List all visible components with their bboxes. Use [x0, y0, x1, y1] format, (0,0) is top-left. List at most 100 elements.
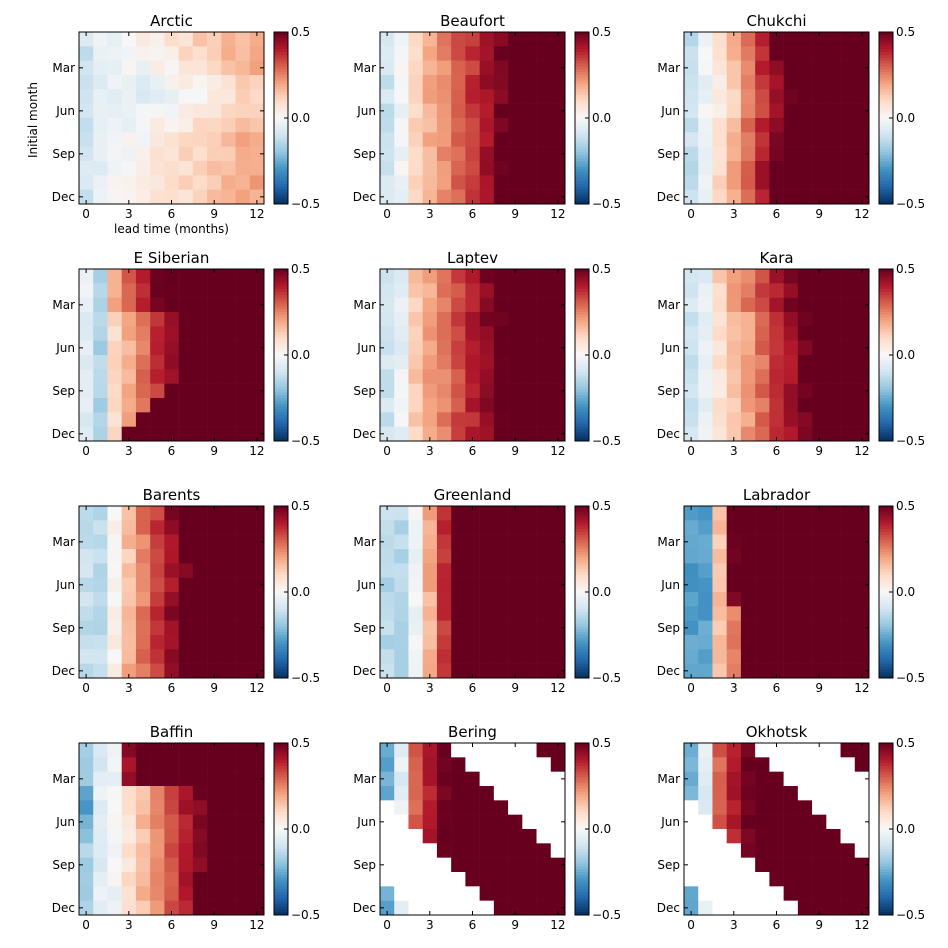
heatmap-cell: [783, 60, 799, 76]
heatmap-cell: [221, 520, 236, 535]
heatmap-cell: [107, 520, 122, 535]
heatmap-cell: [436, 32, 452, 47]
heatmap-cell: [812, 635, 827, 650]
heatmap-cell: [249, 635, 265, 650]
heatmap-cell: [422, 620, 438, 636]
colorbar-segment: [575, 626, 589, 630]
colorbar-segment: [575, 271, 589, 276]
heatmap-cell: [380, 563, 395, 578]
heatmap-cell: [451, 771, 466, 787]
heatmap-cell: [93, 620, 108, 636]
colorbar-segment: [274, 788, 288, 793]
heatmap-cell: [698, 757, 713, 772]
colorbar-segment: [879, 649, 893, 653]
colorbar-segment: [879, 586, 893, 590]
heatmap-cell: [408, 118, 423, 133]
heatmap-cell: [726, 312, 742, 327]
heatmap-cell: [840, 620, 856, 636]
heatmap-cell: [451, 857, 466, 873]
heatmap-cell: [712, 520, 727, 535]
heatmap-cell: [550, 520, 566, 535]
colorbar-segment: [879, 889, 893, 893]
heatmap-cell: [394, 297, 409, 313]
colorbar-segment: [879, 346, 893, 350]
heatmap-cell: [235, 369, 251, 384]
heatmap-cell: [249, 900, 265, 916]
colorbar-segment: [879, 508, 893, 513]
heatmap-cell: [550, 814, 566, 830]
heatmap-cell: [436, 577, 452, 593]
heatmap-cell: [150, 89, 165, 104]
heatmap-cell: [79, 549, 94, 564]
colorbar-segment: [274, 57, 288, 62]
heatmap-cell: [436, 75, 452, 90]
colorbar-tick-label: 0.5: [896, 262, 915, 276]
heatmap-cell: [684, 355, 699, 370]
colorbar-segment: [575, 426, 589, 430]
colorbar-tick-label: 0.0: [291, 585, 310, 599]
heatmap-cell: [79, 269, 94, 284]
colorbar-segment: [575, 786, 589, 790]
colorbar-segment: [879, 395, 893, 399]
y-tick-label: Sep: [657, 858, 680, 872]
heatmap-cell: [221, 771, 236, 787]
heatmap-cell: [465, 340, 480, 356]
colorbar-segment: [274, 406, 288, 410]
heatmap-cell: [712, 635, 727, 650]
heatmap-cell: [684, 786, 699, 801]
colorbar-segment: [274, 514, 288, 518]
heatmap-cell: [235, 32, 251, 47]
colorbar-segment: [879, 768, 893, 773]
heatmap-cell: [769, 46, 784, 61]
heatmap-cell: [93, 398, 108, 413]
heatmap-cell: [121, 800, 137, 815]
heatmap-cell: [550, 886, 566, 901]
heatmap-cell: [826, 563, 841, 578]
colorbar-segment: [879, 757, 893, 761]
colorbar-segment: [575, 66, 589, 70]
heatmap-cell: [422, 563, 438, 578]
heatmap-cell: [79, 297, 94, 313]
heatmap-cell: [797, 520, 813, 535]
x-tick-label: 6: [773, 444, 781, 458]
colorbar-segment: [274, 534, 288, 538]
heatmap-cell: [840, 520, 856, 535]
heatmap-cell: [769, 75, 784, 90]
heatmap-cell: [164, 592, 179, 607]
colorbar-segment: [274, 663, 288, 667]
x-tick-label: 9: [511, 207, 519, 221]
heatmap-cell: [684, 506, 699, 521]
heatmap-cell: [436, 46, 452, 61]
x-tick-label: 0: [82, 444, 90, 458]
heatmap-cell: [235, 549, 251, 564]
colorbar-segment: [575, 814, 589, 818]
heatmap-cell: [826, 649, 841, 664]
heatmap-cell: [422, 118, 438, 133]
colorbar-segment: [575, 334, 589, 339]
heatmap-cell: [107, 383, 122, 399]
heatmap-cell: [150, 297, 165, 313]
heatmap-cell: [207, 297, 222, 313]
heatmap-cell: [408, 886, 423, 901]
heatmap-cell: [408, 506, 423, 521]
heatmap-cell: [755, 814, 770, 830]
heatmap-cell: [380, 312, 395, 327]
heatmap-cell: [755, 369, 770, 384]
heatmap-cell: [769, 312, 784, 327]
heatmap-cell: [207, 46, 222, 61]
heatmap-cell: [380, 355, 395, 370]
colorbar-segment: [274, 429, 288, 433]
heatmap-cell: [854, 283, 870, 298]
heatmap-cell: [451, 786, 466, 801]
heatmap-cell: [451, 103, 466, 119]
heatmap-cell: [235, 283, 251, 298]
heatmap-cell: [107, 340, 122, 356]
y-tick-label: Jun: [660, 578, 680, 592]
heatmap-cell: [192, 886, 208, 901]
heatmap-cell: [93, 886, 108, 901]
heatmap-cell: [508, 872, 523, 887]
heatmap-cell: [178, 786, 194, 801]
heatmap-cell: [840, 786, 856, 801]
heatmap-cell: [451, 146, 466, 162]
